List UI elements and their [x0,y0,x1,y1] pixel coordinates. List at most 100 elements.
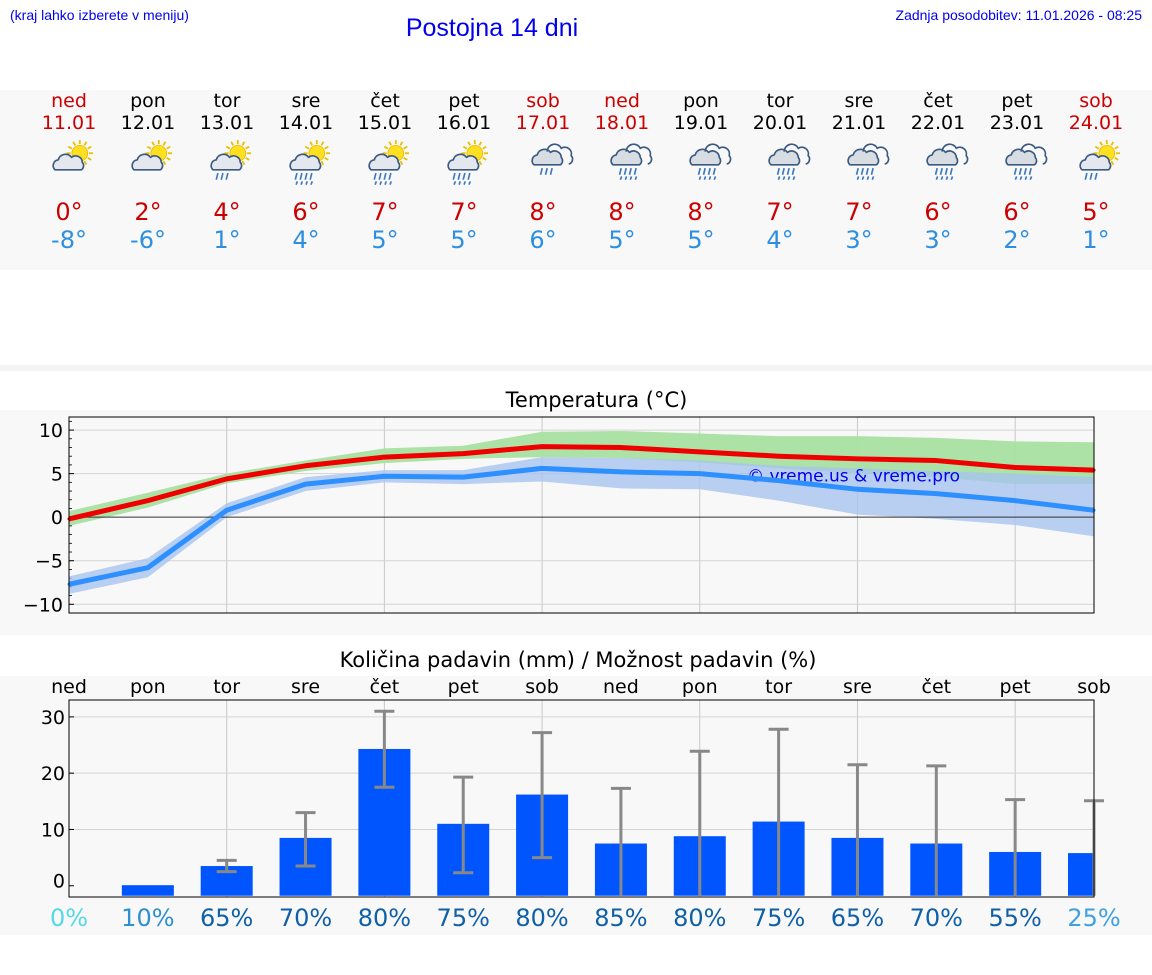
min-temperature-point [304,483,307,486]
cloud-icon [532,144,572,165]
rain-drops-icon [1015,168,1032,180]
rain-drops-icon [374,173,391,185]
max-temperature-point [225,477,228,480]
forecast-day: čet 15.01 7° 5° [345,90,425,260]
precipitation-day-label: čet [370,676,400,698]
max-temperature: 2° [108,198,188,226]
day-name: pon [661,90,741,112]
precipitation-probability: 55% [988,904,1041,932]
max-temperature-point [856,457,859,460]
cloud-icon [1080,154,1110,169]
min-temperature-point [225,509,228,512]
min-temperature-point [777,479,780,482]
max-temperature-point [146,499,149,502]
max-temperature-point [462,452,465,455]
min-temperature: 5° [661,226,741,254]
cloud-rain-icon [995,140,1049,188]
precipitation-chart: Količina padavin (mm) / Možnost padavin … [0,640,1152,935]
sun-cloud-rain-icon [363,140,417,188]
watermark: © vreme.us & vreme.pro [747,466,960,486]
precipitation-probability: 80% [673,904,726,932]
forecast-day: pet 23.01 6° 2° [977,90,1057,260]
precipitation-day-label: sre [843,676,872,698]
day-name: pet [977,90,1057,112]
max-temperature: 6° [977,198,1057,226]
rain-drops-icon [936,168,953,180]
precipitation-day-label: sob [525,676,559,698]
day-name: pet [424,90,504,112]
last-updated: Zadnja posodobitev: 11.01.2026 - 08:25 [896,7,1142,23]
max-temperature-point [777,455,780,458]
max-temperature: 0° [29,198,109,226]
precipitation-day-label: pet [448,676,479,698]
max-temperature-point [1014,466,1017,469]
day-date: 12.01 [108,112,188,134]
min-temperature: 4° [740,226,820,254]
min-temperature-point [935,492,938,495]
precipitation-day-label: pon [130,676,166,698]
day-date: 19.01 [661,112,741,134]
y-tick-label: −5 [35,551,63,573]
max-temperature-point [698,450,701,453]
precipitation-probability: 25% [1067,904,1120,932]
day-date: 18.01 [582,112,662,134]
day-name: čet [345,90,425,112]
precipitation-probability: 85% [594,904,647,932]
temperature-chart: Temperatura (°C) 10 5 0 −5 −10 © vreme.us & vr… [0,380,1152,625]
max-temperature: 7° [819,198,899,226]
min-temperature-point [698,472,701,475]
day-name: čet [898,90,978,112]
day-date: 17.01 [503,112,583,134]
sun-cloud-rain-icon [284,140,338,188]
y-tick-label: 0 [53,871,65,893]
precipitation-day-label: tor [213,676,240,698]
max-temperature: 8° [661,198,741,226]
precipitation-probability: 80% [515,904,568,932]
rain-drops-icon [453,173,470,185]
min-temperature-point [383,475,386,478]
precipitation-probability: 70% [910,904,963,932]
y-tick-label: 20 [41,763,65,785]
rain-drops-icon [216,173,228,180]
sun-cloud-light-rain-icon [205,140,259,188]
precipitation-probability: 80% [358,904,411,932]
min-temperature: 1° [187,226,267,254]
precipitation-day-label: sob [1077,676,1111,698]
day-name: pon [108,90,188,112]
day-name: ned [29,90,109,112]
forecast-day: tor 13.01 4° 1° [187,90,267,260]
cloud-rain-icon [600,140,654,188]
max-temperature: 6° [266,198,346,226]
day-date: 22.01 [898,112,978,134]
min-temperature-point [541,467,544,470]
precipitation-probability: 70% [279,904,332,932]
min-temperature: 3° [898,226,978,254]
rain-drops-icon [620,168,637,180]
precipitation-probability: 0% [50,904,88,932]
day-date: 13.01 [187,112,267,134]
rain-drops-icon [857,168,874,180]
forecast-day: pon 12.01 2° -6° [108,90,188,260]
min-temperature-point [462,476,465,479]
day-date: 16.01 [424,112,504,134]
cloud-light-rain-icon [521,140,575,188]
day-date: 20.01 [740,112,820,134]
day-date: 15.01 [345,112,425,134]
cloud-icon [1006,144,1046,165]
min-temperature-point [1014,499,1017,502]
cloud-icon [290,154,320,169]
precipitation-day-label: ned [51,676,87,698]
min-temperature-point [619,470,622,473]
max-temperature: 7° [345,198,425,226]
precipitation-day-label: čet [922,676,952,698]
y-tick-label: 10 [39,420,63,442]
precipitation-bar [1068,853,1094,896]
y-tick-label: 30 [41,707,65,729]
precipitation-day-label: pon [682,676,718,698]
precipitation-day-label: sre [291,676,320,698]
forecast-day: pet 16.01 7° 5° [424,90,504,260]
day-name: sre [266,90,346,112]
page-title: Postojna 14 dni [0,14,984,43]
precipitation-probability: 10% [121,904,174,932]
max-temperature: 8° [503,198,583,226]
